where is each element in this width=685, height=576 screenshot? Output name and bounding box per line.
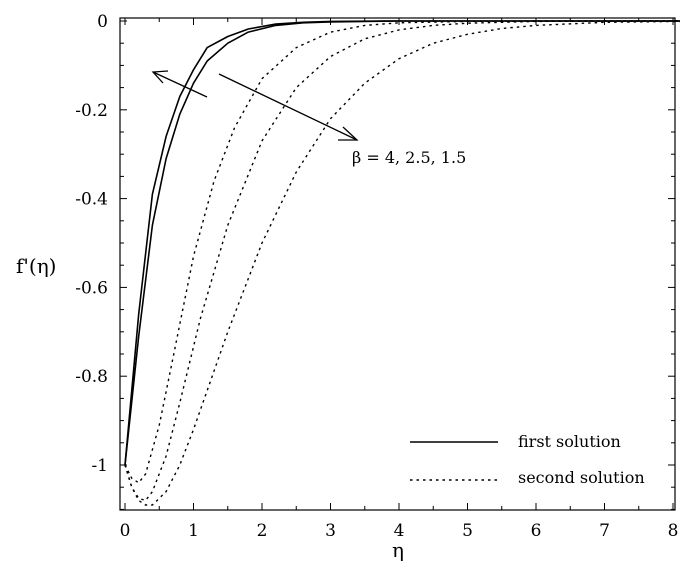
x-tick-label: 8: [668, 521, 679, 541]
y-tick-label: 0: [97, 12, 108, 32]
arrow-left-shaft: [152, 71, 208, 98]
x-tick-labels: 0 1 2 3 4 5 6 7 8: [120, 521, 679, 541]
x-tick-label: 4: [394, 521, 405, 541]
series-line-3: [124, 20, 680, 484]
y-tick-label: -0.4: [75, 190, 108, 210]
x-tick-label: 3: [325, 521, 336, 541]
series-line-4: [124, 20, 680, 502]
x-tick-label: 2: [257, 521, 268, 541]
legend: first solution second solution: [410, 432, 645, 487]
series-line-2: [124, 20, 680, 466]
x-tick-label: 1: [188, 521, 199, 541]
series-line-5: [124, 20, 680, 506]
arrow-left-head: [151, 70, 169, 84]
annotation-arrows: [151, 70, 359, 141]
y-tick-label: -1: [91, 456, 108, 476]
series-group: [124, 20, 680, 506]
beta-annotation: β = 4, 2.5, 1.5: [352, 148, 466, 167]
x-tick-label: 0: [120, 521, 131, 541]
y-tick-label: -0.8: [75, 367, 108, 387]
x-tick-label: 7: [599, 521, 610, 541]
arrow-right-head: [338, 126, 359, 141]
legend-label-first: first solution: [518, 432, 621, 451]
arrow-right-shaft: [218, 73, 358, 141]
y-axis-title: f'(η): [16, 254, 57, 278]
legend-label-second: second solution: [518, 468, 645, 487]
x-tick-label: 5: [462, 521, 473, 541]
y-tick-labels: 0 -0.2 -0.4 -0.6 -0.8 -1: [75, 12, 108, 476]
x-tick-label: 6: [531, 521, 542, 541]
y-tick-label: -0.2: [75, 101, 108, 121]
x-axis-title: η: [392, 538, 404, 562]
axes-ticks: [120, 18, 675, 510]
y-tick-label: -0.6: [75, 278, 108, 298]
series-line-1: [124, 20, 680, 466]
plot-frame: [119, 17, 676, 511]
